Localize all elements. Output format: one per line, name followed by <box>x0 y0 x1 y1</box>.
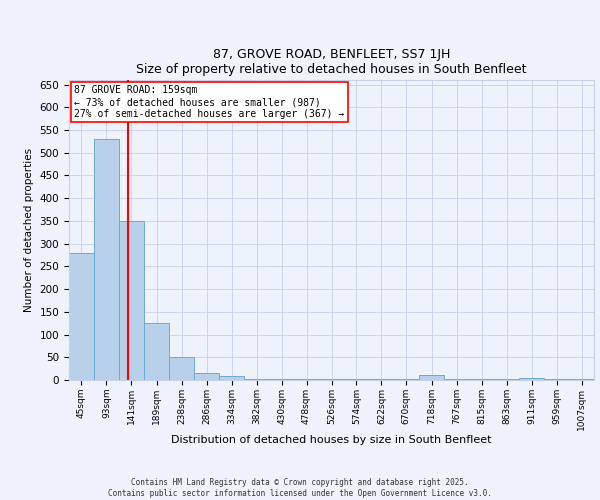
Bar <box>319 379 344 380</box>
Bar <box>519 378 544 380</box>
Bar <box>94 139 119 380</box>
Y-axis label: Number of detached properties: Number of detached properties <box>24 148 34 312</box>
Bar <box>69 252 94 380</box>
Bar <box>569 378 594 380</box>
Text: Contains HM Land Registry data © Crown copyright and database right 2025.
Contai: Contains HM Land Registry data © Crown c… <box>108 478 492 498</box>
Bar <box>219 376 244 380</box>
Bar <box>294 379 319 380</box>
Bar <box>119 221 144 380</box>
Bar <box>494 379 519 380</box>
Text: 87 GROVE ROAD: 159sqm
← 73% of detached houses are smaller (987)
27% of semi-det: 87 GROVE ROAD: 159sqm ← 73% of detached … <box>74 86 344 118</box>
Bar <box>444 379 469 380</box>
Bar <box>419 376 444 380</box>
Bar <box>544 379 569 380</box>
Bar <box>344 379 369 380</box>
Bar <box>369 379 394 380</box>
Title: 87, GROVE ROAD, BENFLEET, SS7 1JH
Size of property relative to detached houses i: 87, GROVE ROAD, BENFLEET, SS7 1JH Size o… <box>136 48 527 76</box>
Bar <box>469 379 494 380</box>
X-axis label: Distribution of detached houses by size in South Benfleet: Distribution of detached houses by size … <box>171 436 492 446</box>
Bar <box>194 373 219 380</box>
Bar <box>244 378 269 380</box>
Bar <box>169 358 194 380</box>
Bar <box>269 379 294 380</box>
Bar <box>144 323 169 380</box>
Bar <box>394 379 419 380</box>
